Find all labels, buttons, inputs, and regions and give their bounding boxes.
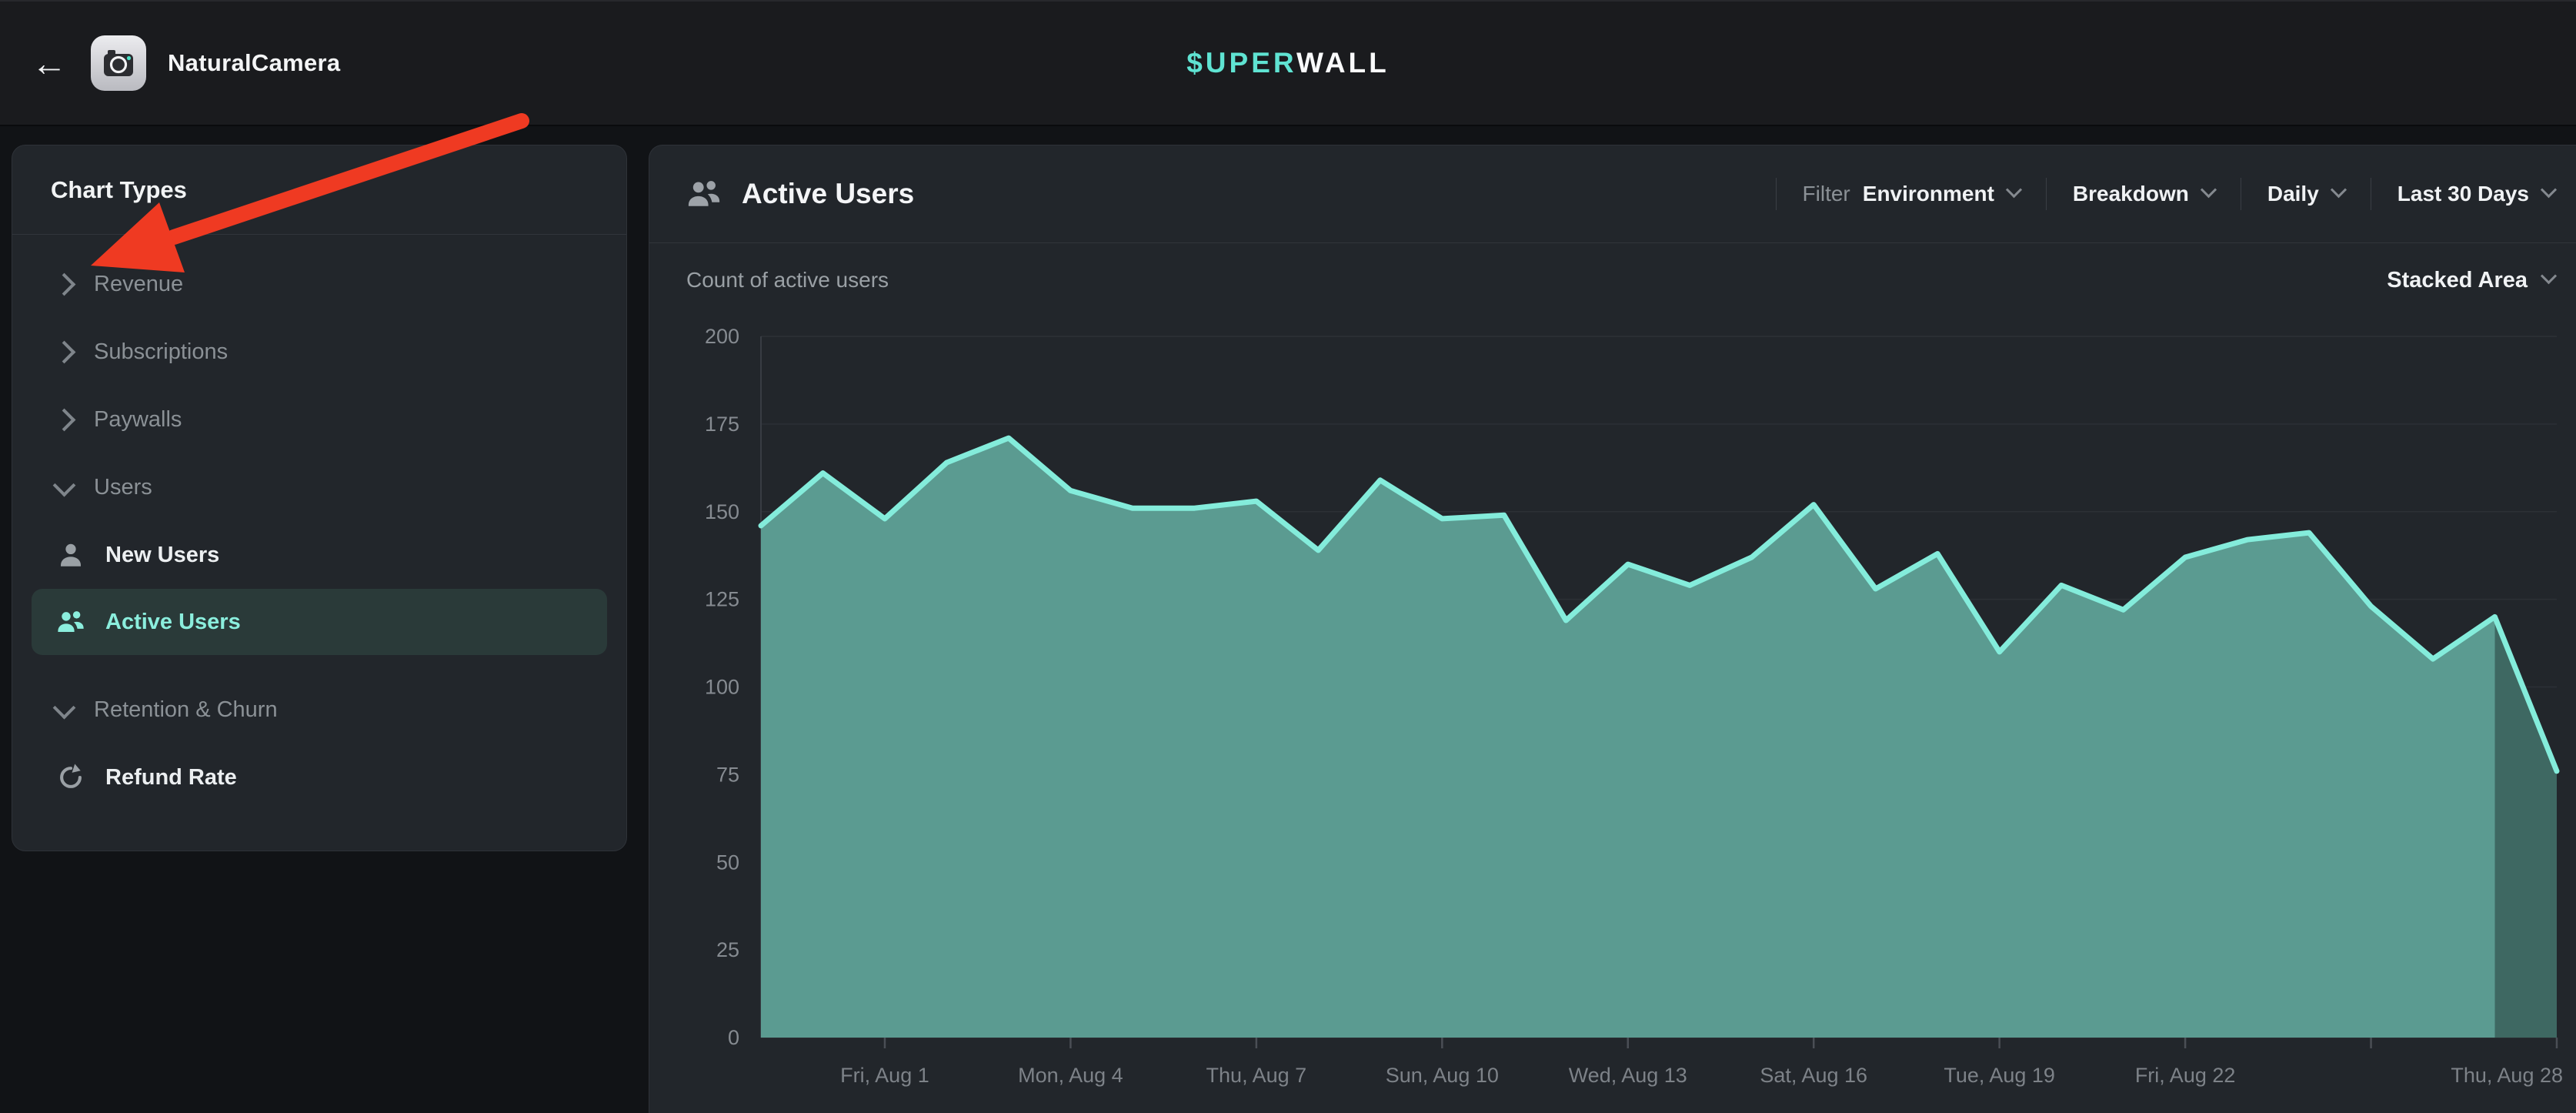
filter-value: Last 30 Days (2397, 182, 2529, 206)
sidebar-item-users[interactable]: Users (12, 453, 626, 521)
svg-text:175: 175 (705, 413, 739, 436)
top-bar: ← NaturalCamera $UPERWALL (0, 0, 2576, 126)
breakdown-dropdown[interactable]: Breakdown (2073, 182, 2214, 206)
divider (1776, 178, 1777, 210)
svg-text:Thu, Aug 7: Thu, Aug 7 (1206, 1064, 1307, 1087)
users-icon (56, 607, 85, 637)
svg-text:Tue, Aug 19: Tue, Aug 19 (1944, 1064, 2055, 1087)
svg-text:50: 50 (716, 851, 739, 874)
chart-types-panel: Chart Types Revenue Subscriptions Paywal… (12, 145, 627, 851)
sidebar-item-subscriptions[interactable]: Subscriptions (12, 318, 626, 386)
logo-rest: WALL (1296, 47, 1390, 79)
sidebar-item-paywalls[interactable]: Paywalls (12, 386, 626, 453)
chevron-down-icon (53, 473, 76, 496)
chart-subtitle: Count of active users (686, 268, 889, 292)
svg-text:Sat, Aug 16: Sat, Aug 16 (1760, 1064, 1867, 1087)
svg-text:Fri, Aug 22: Fri, Aug 22 (2135, 1064, 2236, 1087)
sidebar-item-label: Active Users (105, 610, 241, 635)
panel-header: Active Users Filter Environment Breakdow… (649, 145, 2576, 243)
sidebar-item-label: Users (94, 475, 152, 500)
svg-text:Thu, Aug 28: Thu, Aug 28 (2451, 1064, 2563, 1087)
filter-label: Filter (1803, 182, 1850, 206)
sidebar-item-new-users[interactable]: New Users (12, 521, 626, 589)
granularity-dropdown[interactable]: Daily (2267, 182, 2344, 206)
filter-value: Environment (1863, 182, 1994, 206)
chart-subheader: Count of active users Stacked Area (649, 243, 2576, 317)
camera-app-icon (91, 35, 146, 91)
users-icon (686, 176, 722, 212)
page-title: Active Users (742, 178, 914, 210)
sidebar-item-label: Retention & Churn (94, 697, 278, 723)
svg-text:150: 150 (705, 500, 739, 523)
camera-icon (99, 44, 138, 82)
sidebar-item-label: Paywalls (94, 407, 182, 433)
chart-type-list: Revenue Subscriptions Paywalls Users New (12, 235, 626, 811)
back-button[interactable]: ← (18, 32, 80, 94)
svg-text:100: 100 (705, 676, 739, 699)
chevron-right-icon (53, 340, 76, 363)
svg-text:125: 125 (705, 588, 739, 611)
sidebar-item-label: Revenue (94, 272, 183, 297)
sidebar-item-label: Subscriptions (94, 339, 228, 365)
active-users-panel: Active Users Filter Environment Breakdow… (649, 145, 2576, 1113)
svg-text:Mon, Aug 4: Mon, Aug 4 (1018, 1064, 1123, 1087)
chevron-right-icon (53, 408, 76, 431)
filter-environment-dropdown[interactable]: Filter Environment (1803, 182, 2020, 206)
app-title: NaturalCamera (168, 49, 340, 77)
chevron-down-icon (2541, 268, 2557, 284)
chart-controls: Filter Environment Breakdown Daily Last … (1750, 178, 2554, 210)
svg-text:Wed, Aug 13: Wed, Aug 13 (1569, 1064, 1687, 1087)
chart-style-dropdown[interactable]: Stacked Area (2387, 268, 2554, 293)
sidebar-item-retention-churn[interactable]: Retention & Churn (12, 676, 626, 744)
chart-style-value: Stacked Area (2387, 268, 2528, 293)
sidebar-item-label: New Users (105, 543, 219, 568)
date-range-dropdown[interactable]: Last 30 Days (2397, 182, 2554, 206)
svg-text:Fri, Aug 1: Fri, Aug 1 (840, 1064, 929, 1087)
chevron-down-icon (53, 696, 76, 719)
filter-value: Daily (2267, 182, 2319, 206)
svg-text:25: 25 (716, 938, 739, 961)
sidebar-item-refund-rate[interactable]: Refund Rate (12, 744, 626, 811)
panel-title: Chart Types (12, 145, 626, 204)
sidebar-item-revenue[interactable]: Revenue (12, 250, 626, 318)
chevron-down-icon (2006, 182, 2022, 198)
chevron-right-icon (53, 272, 76, 296)
filter-value: Breakdown (2073, 182, 2189, 206)
chevron-down-icon (2541, 182, 2557, 198)
svg-text:200: 200 (705, 325, 739, 348)
svg-text:Sun, Aug 10: Sun, Aug 10 (1386, 1064, 1499, 1087)
back-arrow-icon: ← (32, 42, 67, 84)
refresh-icon (56, 763, 85, 792)
user-icon (56, 540, 85, 570)
logo-accent: $UPER (1186, 47, 1296, 79)
superwall-logo: $UPERWALL (1186, 47, 1390, 79)
svg-text:0: 0 (728, 1026, 739, 1049)
chevron-down-icon (2331, 182, 2347, 198)
divider (2046, 178, 2047, 210)
sidebar-item-label: Refund Rate (105, 765, 237, 790)
chevron-down-icon (2201, 182, 2217, 198)
app-window: ← NaturalCamera $UPERWALL Chart Types Re… (0, 0, 2576, 1113)
sidebar-item-active-users[interactable]: Active Users (32, 589, 607, 655)
svg-text:75: 75 (716, 763, 739, 786)
